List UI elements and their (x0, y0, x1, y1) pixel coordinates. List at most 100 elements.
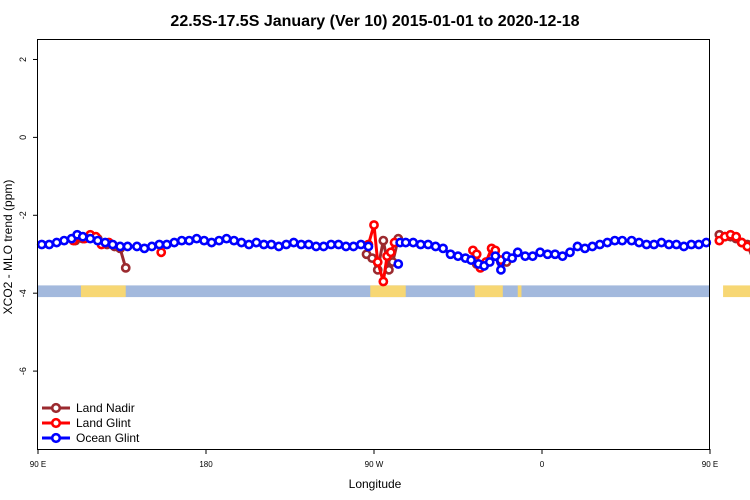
legend-ocean-glint-marker (50, 432, 62, 444)
ocean-glint-point (176, 235, 187, 246)
legend-ocean-glint-label: Ocean Glint (76, 431, 140, 445)
y-tick-label: -2 (18, 211, 28, 219)
ocean-glint-point (244, 239, 254, 250)
legend-land-glint-marker (50, 417, 62, 429)
ocean-glint-point (587, 241, 598, 252)
y-tick-label: -6 (18, 367, 28, 375)
chart-title: 22.5S-17.5S January (Ver 10) 2015-01-01 … (170, 13, 579, 30)
ocean-glint-point (266, 239, 277, 250)
ocean-glint-point (445, 249, 456, 260)
ocean-glint-point (484, 257, 495, 267)
x-tick-label: 180 (199, 460, 213, 469)
land-glint-point (731, 231, 742, 242)
land-glint-point (742, 241, 750, 252)
ocean-glint-point (671, 239, 682, 250)
ocean-glint-point (318, 241, 329, 252)
axes: 2 0 -2 -4 -6 90 E 180 90 W 0 90 E (18, 57, 718, 469)
land-band-2 (474, 285, 503, 298)
ocean-glint-point (206, 237, 217, 248)
land-band-1 (370, 285, 406, 298)
ocean-glint-point (44, 239, 55, 250)
ocean-glint-point (100, 237, 111, 248)
x-tick-label: 90 E (30, 460, 46, 469)
ocean-glint-point (408, 237, 419, 248)
land-nadir-point (378, 235, 389, 246)
y-tick-label: 0 (18, 135, 28, 140)
ocean-glint-point (333, 239, 344, 250)
ocean-glint-point (507, 253, 518, 264)
ocean-glint-point (438, 243, 448, 254)
y-axis-label: XCO2 - MLO trend (ppm) (1, 180, 15, 315)
ocean-glint-point (303, 239, 314, 250)
ocean-glint-point (594, 239, 605, 250)
ocean-glint-point (423, 239, 434, 250)
ocean-glint-point (288, 237, 299, 248)
ocean-glint-point (557, 251, 568, 262)
ocean-glint-point (132, 241, 142, 252)
ocean-glint-point (59, 235, 70, 246)
land-glint-point (385, 247, 396, 258)
ocean-glint-point (656, 237, 667, 248)
ocean-glint-point (527, 251, 538, 262)
land-glint-point (156, 247, 167, 258)
ocean-glint-point (617, 235, 628, 246)
ocean-glint-point (572, 241, 583, 252)
x-tick-label: 0 (540, 460, 545, 469)
ocean-glint-point (146, 241, 157, 252)
ocean-glint-point (415, 239, 426, 250)
x-tick-label: 90 E (702, 460, 718, 469)
ocean-glint-point (550, 249, 560, 260)
ocean-glint-point (326, 239, 336, 250)
x-tick-label: 90 W (365, 460, 384, 469)
ocean-glint-point (154, 239, 165, 250)
ocean-glint-point (641, 239, 652, 250)
ocean-glint-point (221, 233, 232, 244)
land-band-3 (517, 285, 522, 298)
ocean-glint-point (51, 237, 62, 248)
ocean-glint-point (296, 239, 307, 250)
land-glint-point (372, 257, 383, 267)
land-band-4 (723, 285, 750, 298)
y-tick-label: -4 (18, 289, 28, 297)
ocean-glint-point (363, 241, 374, 252)
land-band-0 (80, 285, 126, 298)
ocean-glint-point (92, 235, 103, 246)
ocean-glint-point (701, 237, 712, 248)
ocean-glint-point (85, 233, 96, 244)
ocean-glint-point (693, 239, 704, 250)
land-glint-point (471, 249, 482, 260)
ocean-glint-point (649, 239, 659, 250)
ocean-glint-point (490, 251, 501, 262)
ocean-glint-point (634, 237, 644, 248)
legend-land-nadir-marker (50, 402, 62, 414)
ocean-glint-point (107, 239, 118, 250)
ocean-glint-point (602, 237, 613, 248)
ocean-glint-point (311, 241, 322, 252)
plot-area (36, 220, 750, 298)
ocean-glint-point (678, 241, 689, 252)
ocean-glint-point (393, 259, 404, 269)
ocean-glint-point (453, 251, 463, 262)
ocean-glint-point (348, 241, 359, 252)
ocean-glint-point (341, 241, 351, 252)
ocean-glint-point (77, 231, 88, 242)
ocean-glint-point (115, 241, 126, 252)
ocean-glint-point (609, 235, 620, 246)
ocean-glint-point (512, 247, 523, 258)
legend-land-glint-label: Land Glint (76, 416, 131, 430)
ocean-glint-point (520, 251, 531, 262)
ocean-glint-point (535, 247, 546, 258)
ocean-glint-point (686, 239, 697, 250)
ocean-glint-point (161, 239, 172, 250)
ocean-glint-point (236, 237, 247, 248)
ocean-glint-point (542, 249, 553, 260)
ocean-glint-point (664, 239, 674, 250)
ocean-glint-point (184, 235, 195, 246)
ocean-glint-point (273, 241, 284, 252)
ocean-glint-point (251, 237, 262, 248)
y-tick-label: 2 (18, 57, 28, 62)
ocean-glint-point (281, 239, 292, 250)
land-nadir-point (120, 262, 131, 273)
